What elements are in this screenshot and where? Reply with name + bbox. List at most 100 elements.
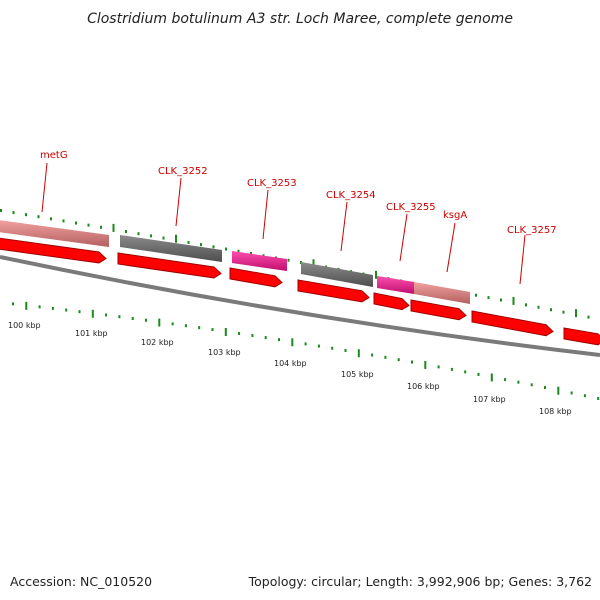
inner-minor-tick [597, 397, 600, 401]
kbp-label-105: 105 kbp [341, 370, 374, 379]
outer-minor-tick [500, 298, 502, 302]
outer-minor-tick [212, 245, 215, 249]
outer-minor-tick [87, 223, 90, 227]
gene-block-clk3254-shade [301, 262, 373, 287]
inner-minor-tick [530, 383, 533, 387]
cds-arrow-ksga [410, 299, 467, 321]
outer-minor-tick [162, 236, 165, 240]
inner-minor-tick [331, 346, 334, 350]
gene-label-clk3252[interactable]: CLK_3252 [158, 166, 208, 177]
gene-label-clk3257[interactable]: CLK_3257 [507, 225, 557, 236]
inner-minor-tick [145, 318, 147, 322]
clk3255-callout-line [399, 213, 408, 262]
cds-arrow-next [563, 327, 600, 346]
inner-major-tick [224, 328, 227, 337]
inner-minor-tick [344, 348, 347, 352]
genome-summary-text: Topology: circular; Length: 3,992,906 bp… [248, 574, 592, 589]
cds-arrow-clk3255 [373, 292, 410, 311]
kbp-label-100: 100 kbp [8, 321, 41, 330]
inner-minor-tick [317, 344, 320, 348]
clk3254-callout-line [340, 201, 348, 252]
inner-minor-tick [51, 306, 54, 310]
accession-text: Accession: NC_010520 [10, 574, 152, 589]
inner-minor-tick [450, 367, 453, 371]
ksga-callout-line [446, 222, 456, 273]
inner-minor-tick [78, 310, 81, 314]
outer-minor-tick [562, 310, 565, 314]
kbp-label-104: 104 kbp [274, 359, 307, 368]
cds-arrow-ksga-fill [410, 299, 467, 321]
cds-arrow-clk3257 [471, 310, 554, 337]
outer-minor-tick [12, 211, 15, 215]
gene-label-metg[interactable]: metG [40, 150, 68, 161]
gene-block-metg-shade [0, 220, 109, 247]
outer-major-tick [112, 223, 115, 232]
inner-minor-tick [477, 372, 480, 376]
outer-minor-tick [237, 249, 240, 253]
cds-arrow-clk3252 [117, 252, 222, 279]
inner-major-tick [25, 301, 28, 310]
outer-major-tick [175, 234, 177, 243]
clk3252-callout-line [175, 177, 182, 227]
outer-minor-tick [0, 209, 2, 212]
outer-minor-tick [187, 240, 190, 244]
gene-block-ksga [414, 282, 470, 304]
cds-arrow-clk3252-fill [117, 252, 222, 279]
cds-arrow-clk3253-fill [229, 267, 283, 288]
inner-major-tick [158, 318, 161, 327]
inner-minor-tick [184, 324, 187, 328]
map-title: Clostridium botulinum A3 str. Loch Maree… [87, 11, 513, 27]
inner-minor-tick [464, 370, 467, 374]
outer-minor-tick [587, 315, 590, 319]
inner-major-tick [490, 373, 493, 382]
inner-major-tick [424, 360, 427, 369]
outer-minor-tick [37, 215, 40, 219]
cds-arrow-next-fill [563, 327, 600, 346]
cds-arrow-clk3257-fill [471, 310, 554, 337]
inner-minor-tick [38, 305, 41, 309]
inner-minor-tick [278, 338, 280, 342]
outer-minor-tick [225, 247, 227, 251]
outer-minor-tick [550, 308, 552, 312]
inner-minor-tick [583, 394, 586, 398]
gene-label-clk3255[interactable]: CLK_3255 [386, 202, 436, 213]
inner-minor-tick [544, 385, 546, 389]
feature-track [0, 220, 600, 346]
gene-block-ksga-shade [414, 282, 470, 304]
gene-label-clk3254[interactable]: CLK_3254 [326, 190, 376, 201]
outer-major-tick [375, 270, 377, 279]
inner-minor-tick [411, 360, 413, 364]
cds-arrow-clk3254 [297, 279, 370, 303]
outer-minor-tick [200, 243, 202, 247]
gene-label-clk3253[interactable]: CLK_3253 [247, 178, 297, 189]
inner-minor-tick [304, 342, 307, 346]
outer-minor-tick [475, 293, 477, 297]
gene-block-metg [0, 220, 109, 247]
gene-block-clk3255-shade [377, 276, 414, 294]
inner-major-tick [91, 309, 94, 318]
clk3257-callout-line [519, 234, 526, 285]
gene-label-ksga[interactable]: ksgA [443, 210, 467, 221]
metg-callout-line [41, 162, 48, 213]
gene-block-clk3254 [301, 262, 373, 287]
inner-minor-tick [517, 380, 520, 384]
outer-minor-tick [50, 217, 52, 221]
inner-minor-tick [131, 316, 134, 320]
outer-minor-tick [125, 230, 127, 234]
inner-minor-tick [384, 355, 387, 359]
cds-arrow-clk3253 [229, 267, 283, 288]
gene-block-clk3253-shade [232, 251, 287, 271]
kbp-label-107: 107 kbp [473, 395, 506, 404]
kbp-label-101: 101 kbp [75, 329, 108, 338]
outer-minor-tick [487, 296, 490, 300]
kbp-labels: 100 kbp 101 kbp 102 kbp 103 kbp 104 kbp … [8, 321, 572, 416]
kbp-label-108: 108 kbp [539, 407, 572, 416]
inner-minor-tick [12, 302, 14, 306]
outer-minor-tick [100, 225, 102, 229]
gene-block-clk3252 [120, 235, 222, 262]
inner-minor-tick [437, 365, 440, 369]
inner-minor-tick [211, 328, 214, 332]
inner-minor-tick [397, 358, 400, 362]
clk3253-callout-line [262, 189, 269, 240]
outer-minor-tick [537, 305, 540, 309]
